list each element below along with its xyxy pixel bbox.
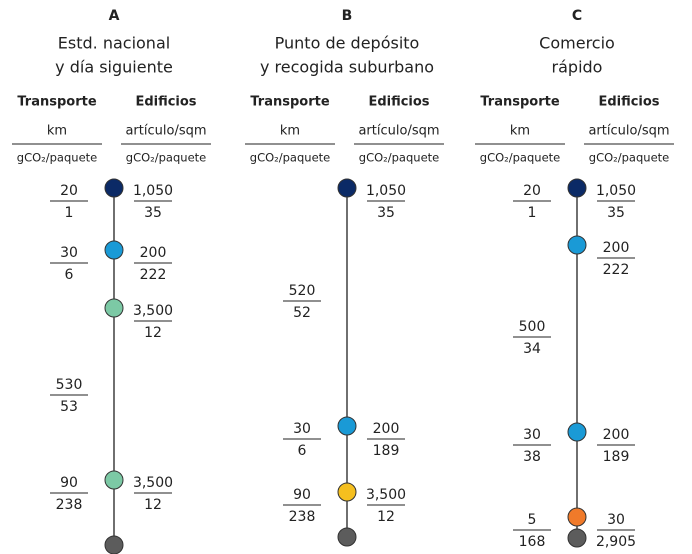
- fraction-num: 3,500: [133, 475, 173, 491]
- fraction-den: 1: [528, 205, 537, 221]
- column-title: Punto de depósito: [275, 34, 420, 53]
- node: [567, 422, 587, 442]
- unit: km: [510, 124, 530, 139]
- fraction-num: 3,500: [133, 303, 173, 319]
- fraction-den: 35: [607, 205, 625, 221]
- fraction-num: 30: [607, 512, 625, 528]
- unit: km: [280, 124, 300, 139]
- fraction-den: 238: [289, 509, 316, 525]
- fraction-num: 5: [528, 512, 537, 528]
- fraction-num: 90: [60, 475, 78, 491]
- fraction-num: 520: [289, 283, 316, 299]
- fraction-den: 38: [523, 449, 541, 465]
- node: [104, 178, 124, 198]
- fraction-num: 500: [519, 319, 546, 335]
- unit: km: [47, 124, 67, 139]
- fraction-num: 30: [293, 421, 311, 437]
- node: [337, 482, 357, 502]
- fraction-num: 30: [523, 427, 541, 443]
- node: [567, 507, 587, 527]
- fraction-den: 12: [377, 509, 395, 525]
- fraction-den: 189: [603, 449, 630, 465]
- column-letter: B: [342, 8, 353, 24]
- fraction-den: 52: [293, 305, 311, 321]
- header: Edificios: [135, 95, 196, 110]
- header: Edificios: [368, 95, 429, 110]
- fraction-den: 168: [519, 534, 546, 550]
- unit: gCO₂/paquete: [250, 151, 330, 165]
- fraction-num: 1,050: [596, 183, 636, 199]
- header: Edificios: [598, 95, 659, 110]
- column-title: Estd. nacional: [58, 34, 170, 53]
- unit: gCO₂/paquete: [589, 151, 669, 165]
- header: Transporte: [250, 95, 329, 110]
- fraction-den: 1: [65, 205, 74, 221]
- fraction-den: 35: [377, 205, 395, 221]
- header: Transporte: [17, 95, 96, 110]
- fraction-den: 238: [56, 497, 83, 513]
- fraction-num: 200: [373, 421, 400, 437]
- fraction-num: 530: [56, 377, 83, 393]
- node: [104, 240, 124, 260]
- fraction-den: 222: [140, 267, 167, 283]
- column-title: y día siguiente: [55, 58, 173, 77]
- fraction-num: 1,050: [366, 183, 406, 199]
- unit: gCO₂/paquete: [480, 151, 560, 165]
- node: [337, 178, 357, 198]
- fraction-num: 200: [603, 427, 630, 443]
- unit: gCO₂/paquete: [359, 151, 439, 165]
- fraction-den: 53: [60, 399, 78, 415]
- fraction-den: 35: [144, 205, 162, 221]
- column-letter: A: [109, 8, 120, 24]
- node: [104, 298, 124, 318]
- column-title: y recogida suburbano: [260, 58, 434, 77]
- unit: artículo/sqm: [588, 124, 669, 139]
- fraction-den: 189: [373, 443, 400, 459]
- node: [567, 178, 587, 198]
- unit: gCO₂/paquete: [17, 151, 97, 165]
- node: [104, 470, 124, 490]
- unit: artículo/sqm: [125, 124, 206, 139]
- fraction-num: 20: [60, 183, 78, 199]
- fraction-den: 222: [603, 262, 630, 278]
- fraction-den: 2,905: [596, 534, 636, 550]
- fraction-num: 90: [293, 487, 311, 503]
- fraction-den: 34: [523, 341, 541, 357]
- fraction-den: 6: [298, 443, 307, 459]
- unit: gCO₂/paquete: [126, 151, 206, 165]
- header: Transporte: [480, 95, 559, 110]
- fraction-num: 200: [140, 245, 167, 261]
- fraction-num: 200: [603, 240, 630, 256]
- node: [337, 527, 357, 547]
- fraction-den: 6: [65, 267, 74, 283]
- node: [567, 528, 587, 548]
- unit: artículo/sqm: [358, 124, 439, 139]
- fraction-den: 12: [144, 497, 162, 513]
- fraction-num: 20: [523, 183, 541, 199]
- fraction-num: 1,050: [133, 183, 173, 199]
- node: [337, 416, 357, 436]
- node: [567, 235, 587, 255]
- fraction-num: 3,500: [366, 487, 406, 503]
- fraction-num: 30: [60, 245, 78, 261]
- fraction-den: 12: [144, 325, 162, 341]
- node: [104, 535, 124, 554]
- column-letter: C: [572, 8, 582, 24]
- column-title: rápido: [552, 58, 603, 77]
- column-title: Comercio: [539, 34, 615, 53]
